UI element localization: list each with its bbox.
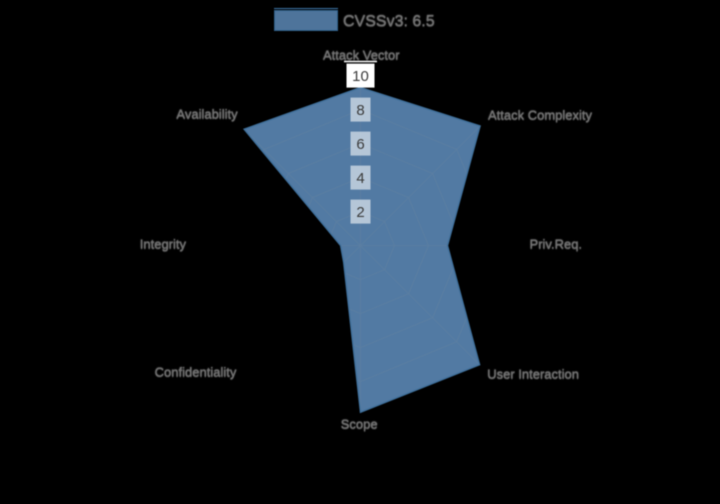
svg-text:10: 10 [352,68,369,85]
svg-text:8: 8 [356,102,364,119]
svg-text:2: 2 [356,204,364,221]
svg-text:4: 4 [356,170,364,187]
svg-text:6: 6 [356,136,364,153]
